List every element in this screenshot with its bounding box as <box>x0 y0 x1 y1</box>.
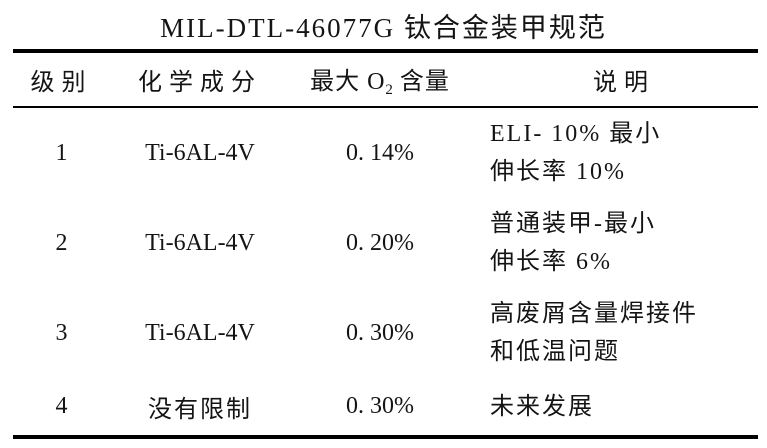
header-rule <box>13 106 758 108</box>
composition-cell: 没有限制 <box>148 397 252 423</box>
spec-table: 级别 化学成分 最大 O2 含量 说明 1 Ti-6AL-4V 0. 14% E… <box>13 49 758 439</box>
description-line: ELI- 10% 最小 <box>490 121 662 147</box>
grade-cell: 2 <box>55 229 68 256</box>
bottom-rule <box>13 435 758 439</box>
description-cell: 普通装甲-最小 伸长率 6% <box>470 205 758 281</box>
table-row: 1 Ti-6AL-4V 0. 14% ELI- 10% 最小 伸长率 10% <box>13 108 758 198</box>
description-line: 普通装甲-最小 <box>490 211 656 237</box>
description-cell: 高废屑含量焊接件 和低温问题 <box>470 295 758 371</box>
description-line: 高废屑含量焊接件 <box>490 301 698 327</box>
grade-cell: 3 <box>55 319 68 346</box>
composition-cell: Ti-6AL-4V <box>145 229 255 256</box>
table-header-row: 级别 化学成分 最大 O2 含量 说明 <box>13 53 758 106</box>
composition-cell: Ti-6AL-4V <box>145 139 255 166</box>
header-grade: 级别 <box>30 70 93 96</box>
description-line: 未来发展 <box>490 393 594 420</box>
oxygen-subscript: 2 <box>385 81 393 98</box>
header-composition: 化学成分 <box>138 70 262 96</box>
table-row: 2 Ti-6AL-4V 0. 20% 普通装甲-最小 伸长率 6% <box>13 198 758 288</box>
table-title: MIL-DTL-46077G 钛合金装甲规范 <box>160 13 607 43</box>
description-line: 伸长率 6% <box>490 249 612 275</box>
header-description: 说明 <box>593 70 655 96</box>
header-oxygen-pre: 最大 O <box>310 68 386 95</box>
header-oxygen-post: 含量 <box>392 68 450 95</box>
composition-cell: Ti-6AL-4V <box>145 319 255 346</box>
description-cell: ELI- 10% 最小 伸长率 10% <box>470 115 758 191</box>
description-line: 伸长率 10% <box>490 159 626 185</box>
grade-cell: 1 <box>55 139 68 166</box>
table-row: 4 没有限制 0. 30% 未来发展 <box>13 378 758 435</box>
header-max-oxygen: 最大 O2 含量 <box>290 61 470 99</box>
table-row: 3 Ti-6AL-4V 0. 30% 高废屑含量焊接件 和低温问题 <box>13 288 758 378</box>
top-rule <box>13 49 758 53</box>
description-cell: 未来发展 <box>470 388 758 426</box>
max-o2-cell: 0. 20% <box>346 229 414 256</box>
description-line: 和低温问题 <box>490 339 620 365</box>
max-o2-cell: 0. 30% <box>346 319 414 346</box>
max-o2-cell: 0. 30% <box>346 393 414 419</box>
max-o2-cell: 0. 14% <box>346 139 414 166</box>
grade-cell: 4 <box>55 393 68 419</box>
